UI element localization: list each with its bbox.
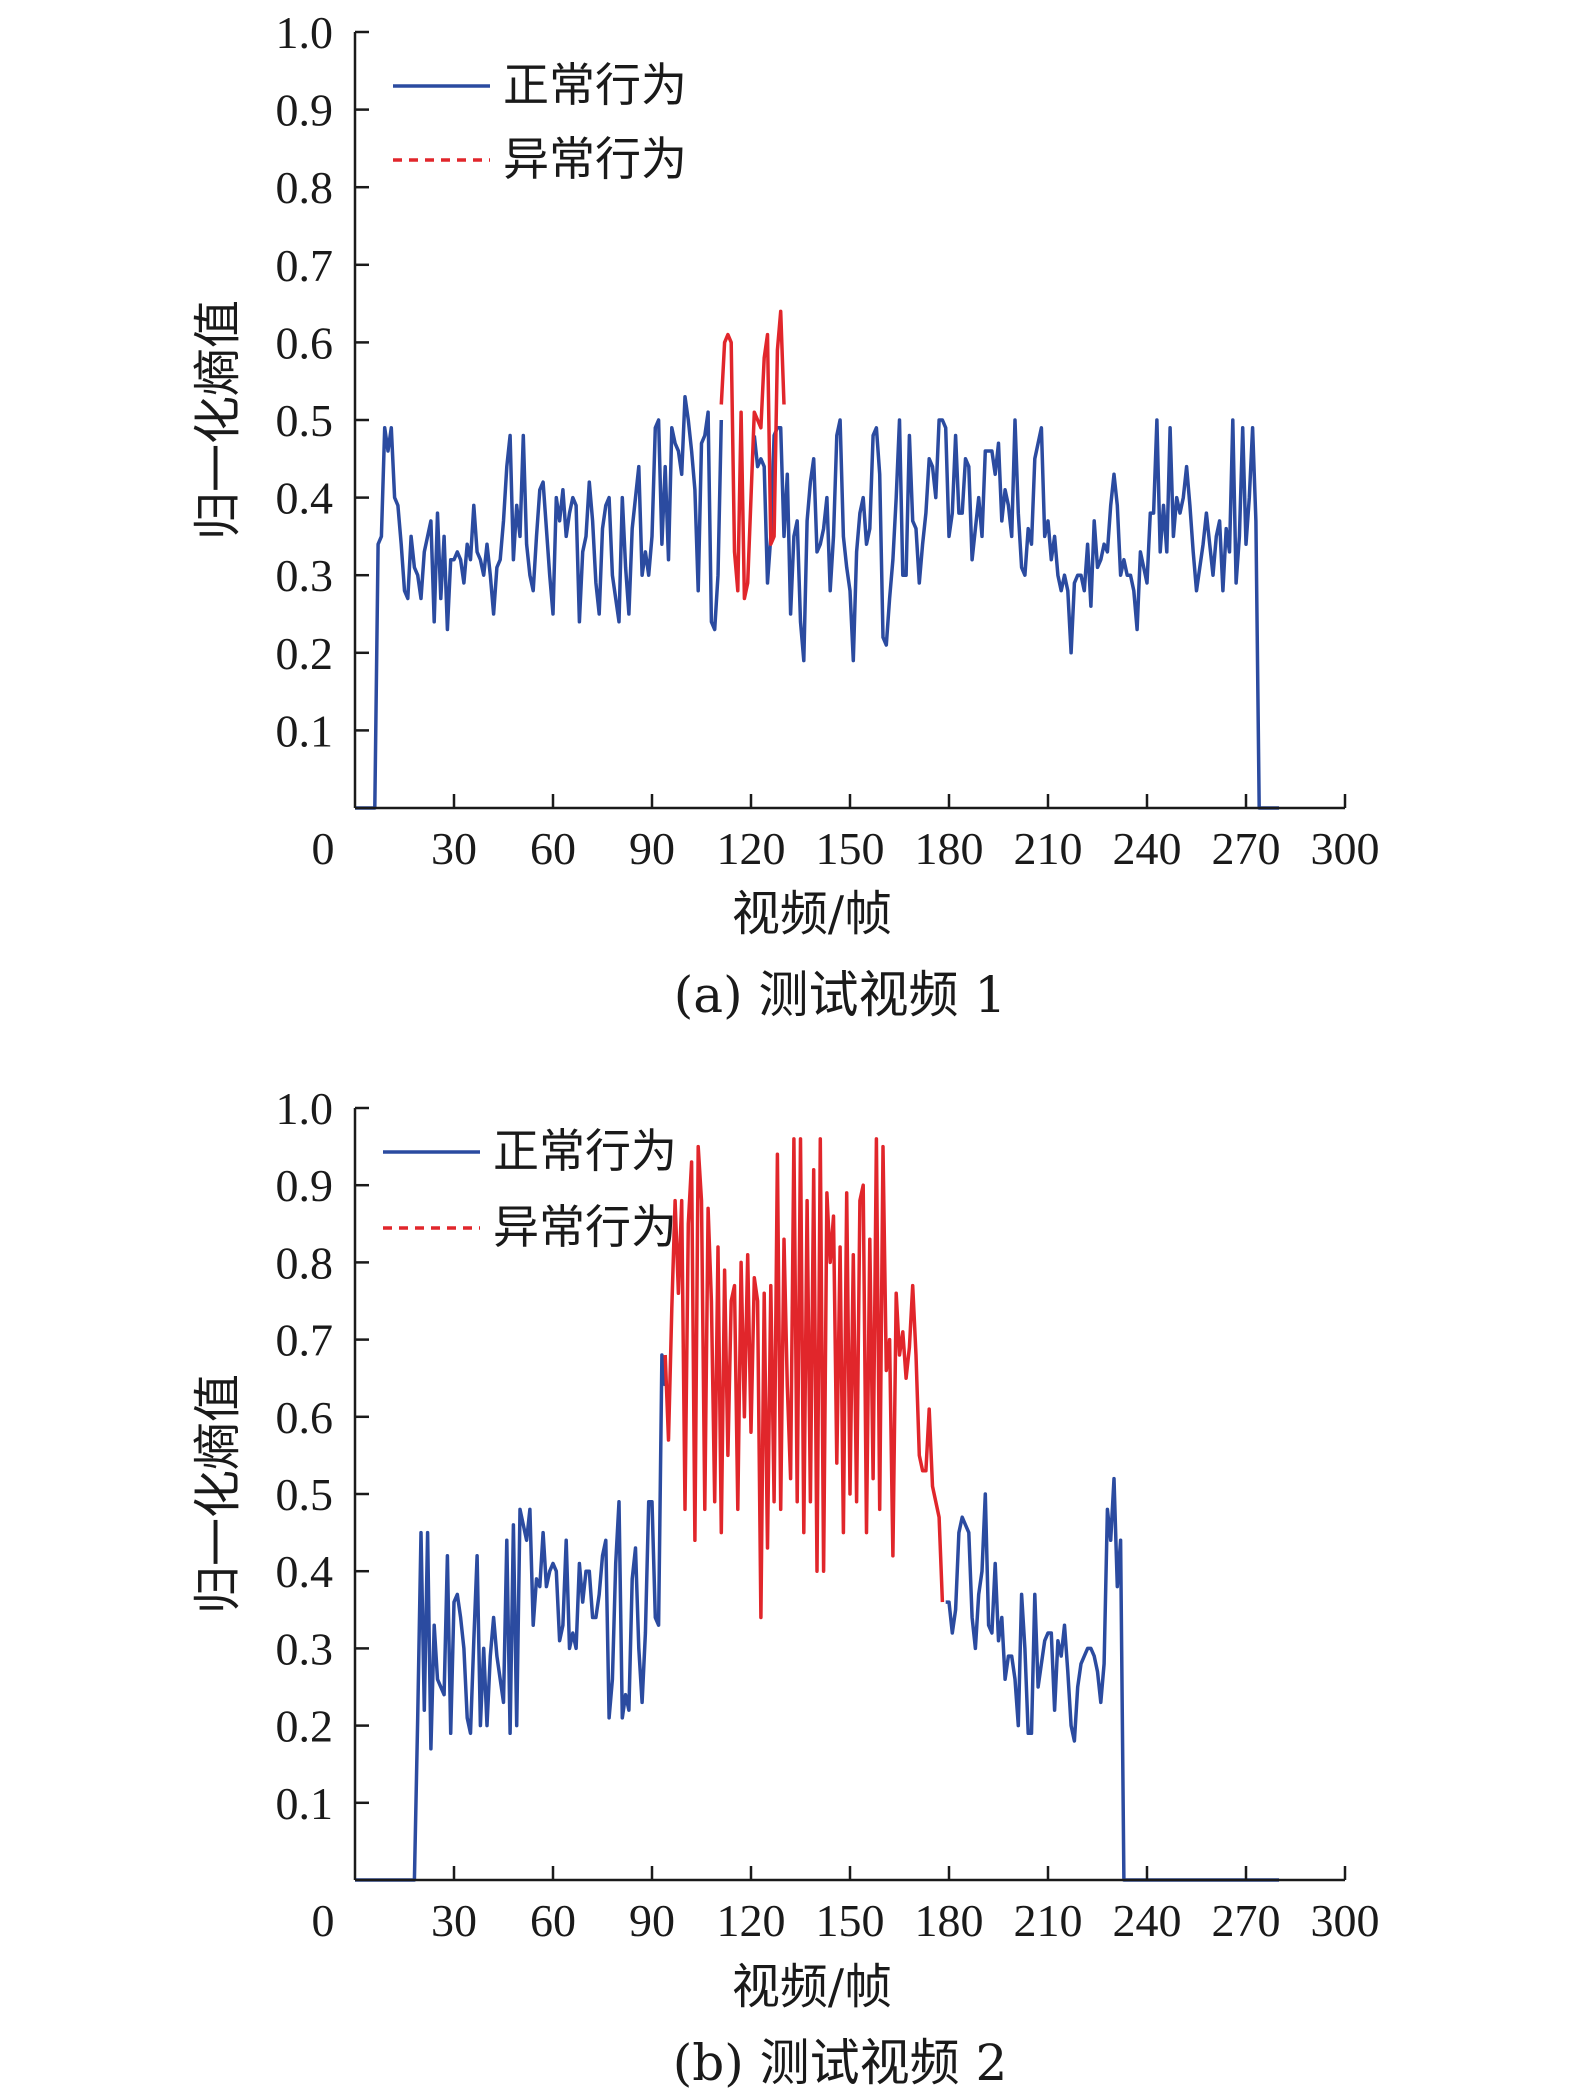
chart-b-xtick-label: 180 — [915, 1895, 984, 1946]
chart-a-ytick-label: 0.5 — [276, 395, 334, 446]
chart-b-ylabel: 归一化熵值 — [190, 1374, 246, 1614]
chart-b-ytick-label: 0.3 — [276, 1623, 334, 1674]
chart-b-ytick-label: 0.6 — [276, 1392, 334, 1443]
chart-a-xtick-label: 180 — [915, 823, 984, 874]
chart-b-ytick-label: 0.1 — [276, 1778, 334, 1829]
legend-b-normal-label: 正常行为 — [493, 1124, 677, 1178]
chart-b-xtick-label: 300 — [1311, 1895, 1380, 1946]
chart-b-ytick-label: 0.9 — [276, 1160, 334, 1211]
chart-a-xtick-label: 150 — [816, 823, 885, 874]
chart-b-ytick-label: 0.4 — [276, 1546, 334, 1597]
chart-panel-a: 0 30 60 90 120 150 180 210 240 270 300 0.1 0.2 0.3 0.4… — [190, 7, 1380, 1024]
chart-a-ytick-label: 0.9 — [276, 85, 334, 136]
chart-b-xtick-label: 30 — [431, 1895, 477, 1946]
chart-a-xtick-label: 0 — [312, 823, 335, 874]
chart-a-xtick-label: 120 — [717, 823, 786, 874]
chart-a-ytick-label: 0.3 — [276, 550, 334, 601]
chart-a-ticks: 0 30 60 90 120 150 180 210 240 270 300 0.1 0.2 0.3 0.4… — [276, 7, 1380, 874]
chart-a-ytick-label: 0.7 — [276, 240, 334, 291]
chart-b-series-group — [355, 1137, 1279, 1882]
chart-a-xtick-label: 60 — [530, 823, 576, 874]
chart-b-xtick-label: 90 — [629, 1895, 675, 1946]
chart-b-xtick-label: 0 — [312, 1895, 335, 1946]
chart-a-legend: 正常行为 异常行为 — [393, 58, 687, 186]
chart-b-xtick-label: 60 — [530, 1895, 576, 1946]
chart-a-ytick-label: 0.8 — [276, 162, 334, 213]
chart-b-xtick-label: 270 — [1212, 1895, 1281, 1946]
chart-b-ytick-label: 0.5 — [276, 1469, 334, 1520]
chart-a-xtick-label: 270 — [1212, 823, 1281, 874]
chart-a-ytick-label: 0.2 — [276, 628, 334, 679]
chart-b-xtick-label: 120 — [717, 1895, 786, 1946]
chart-a-ytick-label: 0.6 — [276, 317, 334, 368]
chart-a-ytick-label: 0.4 — [276, 473, 334, 524]
chart-b-legend: 正常行为 异常行为 — [383, 1124, 677, 1254]
chart-b-xtick-label: 240 — [1113, 1895, 1182, 1946]
chart-a-xtick-label: 30 — [431, 823, 477, 874]
chart-b-xlabel: 视频/帧 — [732, 1959, 892, 2015]
chart-b-ticks: 0 30 60 90 120 150 180 210 240 270 300 0.1 0.2 0.3 0.4… — [276, 1083, 1380, 1946]
chart-a-xtick-label: 300 — [1311, 823, 1380, 874]
legend-b-abnormal-label: 异常行为 — [493, 1200, 677, 1254]
chart-a-series-group — [355, 309, 1279, 810]
chart-b-ytick-label: 1.0 — [276, 1083, 334, 1134]
chart-b-ytick-label: 0.7 — [276, 1315, 334, 1366]
chart-a-series-abnormal-line-0 — [719, 309, 786, 601]
chart-panel-b: 0 30 60 90 120 150 180 210 240 270 300 0.1 0.2 0.3 0.4… — [190, 1083, 1380, 2092]
chart-b-xtick-label: 150 — [816, 1895, 885, 1946]
chart-b-caption: (b) 测试视频 2 — [673, 2034, 1008, 2092]
chart-a-ytick-label: 0.1 — [276, 705, 334, 756]
chart-b-series-normal-line-0 — [355, 1353, 667, 1882]
chart-a-ylabel: 归一化熵值 — [190, 300, 246, 540]
chart-b-ytick-label: 0.2 — [276, 1701, 334, 1752]
chart-a-xtick-label: 240 — [1113, 823, 1182, 874]
chart-a-caption: (a) 测试视频 1 — [674, 966, 1006, 1024]
chart-b-series-normal-line-1 — [945, 1476, 1279, 1882]
chart-a-series-normal-line-0 — [355, 394, 724, 810]
chart-a-xtick-label: 210 — [1014, 823, 1083, 874]
chart-a-xlabel: 视频/帧 — [732, 886, 892, 942]
chart-a-xtick-label: 90 — [629, 823, 675, 874]
chart-b-series-abnormal-line-0 — [663, 1137, 945, 1620]
legend-a-normal-label: 正常行为 — [503, 58, 687, 112]
legend-a-abnormal-label: 异常行为 — [503, 132, 687, 186]
chart-a-series-normal-line-1 — [752, 418, 1279, 810]
chart-b-xtick-label: 210 — [1014, 1895, 1083, 1946]
chart-a-ytick-label: 1.0 — [276, 7, 334, 58]
chart-b-ytick-label: 0.8 — [276, 1237, 334, 1288]
